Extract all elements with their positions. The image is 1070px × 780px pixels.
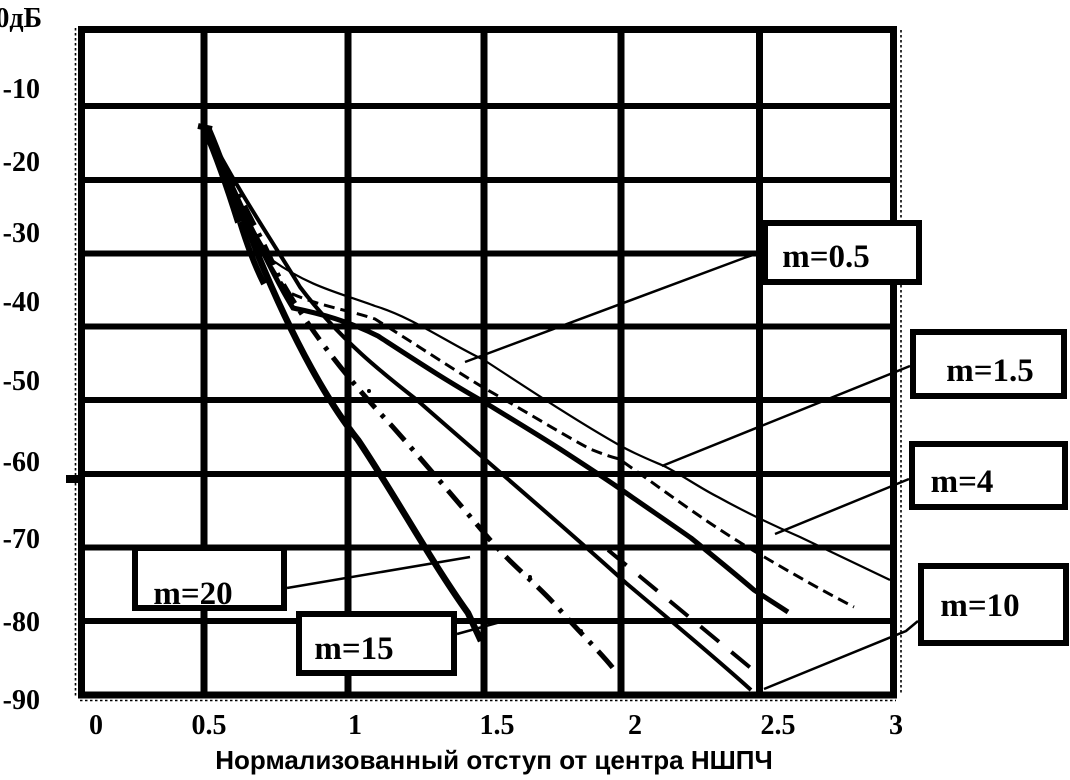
svg-text:1: 1 xyxy=(348,710,362,741)
svg-text:-60: -60 xyxy=(3,447,40,478)
svg-text:-10: -10 xyxy=(3,74,40,105)
svg-text:-50: -50 xyxy=(3,366,40,397)
svg-text:m=1.5: m=1.5 xyxy=(946,353,1034,389)
svg-text:-90: -90 xyxy=(3,685,40,716)
svg-text:1.5: 1.5 xyxy=(480,710,515,741)
svg-text:Нормализованный отступ от цент: Нормализованный отступ от центра НШПЧ xyxy=(215,745,772,775)
svg-text:0.5: 0.5 xyxy=(192,710,227,741)
svg-text:0дБ: 0дБ xyxy=(0,3,42,34)
svg-text:0: 0 xyxy=(89,710,103,741)
svg-text:-20: -20 xyxy=(3,147,40,178)
svg-text:m=0.5: m=0.5 xyxy=(782,239,870,275)
svg-text:-40: -40 xyxy=(3,287,40,318)
svg-text:-30: -30 xyxy=(3,218,40,249)
svg-text:m=15: m=15 xyxy=(314,631,393,667)
svg-text:-70: -70 xyxy=(3,524,40,555)
svg-text:m=4: m=4 xyxy=(931,464,994,500)
svg-text:m=20: m=20 xyxy=(153,576,232,612)
svg-text:2.5: 2.5 xyxy=(761,710,796,741)
svg-text:m=10: m=10 xyxy=(940,588,1019,624)
svg-text:2: 2 xyxy=(628,710,642,741)
svg-text:3: 3 xyxy=(889,710,903,741)
svg-text:-80: -80 xyxy=(3,607,40,638)
